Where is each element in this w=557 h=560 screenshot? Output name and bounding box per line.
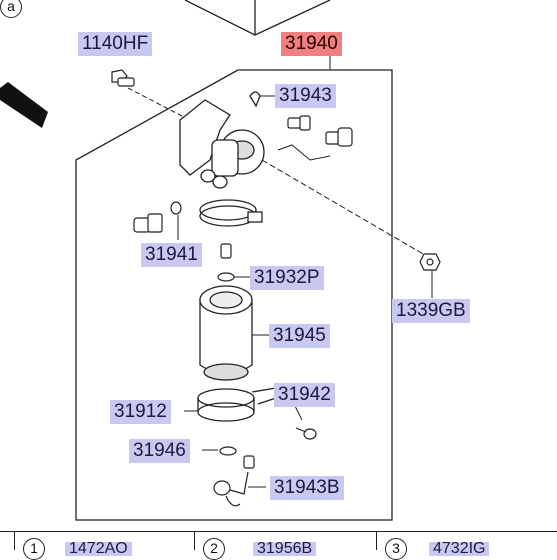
bolt-1140hf — [111, 69, 135, 87]
part-label-31940[interactable]: 31940 — [281, 32, 342, 56]
nut-1339gb — [419, 253, 441, 271]
part-label-31943b[interactable]: 31943B — [270, 476, 344, 500]
part-label-31912[interactable]: 31912 — [110, 400, 171, 424]
part-label-31941[interactable]: 31941 — [141, 243, 202, 267]
filter-cartridge — [199, 285, 253, 381]
legend-part-1[interactable]: 1472AO — [65, 542, 132, 556]
upper-assembly-outline — [184, 0, 331, 36]
legend-cell-1: 1 1472AO — [14, 532, 195, 560]
bracket-clamp — [199, 199, 263, 227]
filter-clamp-band — [197, 387, 284, 422]
filter-head — [179, 91, 265, 189]
assembly-frame — [75, 69, 393, 521]
part-label-31945[interactable]: 31945 — [269, 324, 330, 348]
part-label-1339gb[interactable]: 1339GB — [392, 299, 470, 323]
water-sensor — [213, 455, 255, 507]
part-label-31946[interactable]: 31946 — [129, 439, 190, 463]
fittings — [133, 115, 353, 233]
part-label-31943[interactable]: 31943 — [275, 84, 336, 108]
legend-strip: 1 1472AO 2 31956B 3 4732IG — [0, 531, 557, 560]
part-label-31932p[interactable]: 31932P — [250, 266, 324, 290]
screw — [295, 427, 317, 440]
o-ring — [219, 446, 237, 456]
legend-callout-2: 2 — [203, 538, 225, 560]
legend-callout-3: 3 — [385, 538, 407, 560]
legend-cell-3: 3 4732IG — [376, 532, 557, 560]
legend-part-3[interactable]: 4732IG — [429, 542, 490, 556]
drain-fitting — [217, 243, 235, 282]
callout-a: a — [0, 0, 22, 18]
legend-part-2[interactable]: 31956B — [253, 542, 317, 556]
part-label-31942[interactable]: 31942 — [274, 383, 335, 407]
legend-cell-2: 2 31956B — [194, 532, 377, 560]
hose-fragment — [0, 82, 48, 128]
legend-callout-1: 1 — [23, 538, 45, 560]
part-label-1140hf[interactable]: 1140HF — [78, 32, 153, 56]
